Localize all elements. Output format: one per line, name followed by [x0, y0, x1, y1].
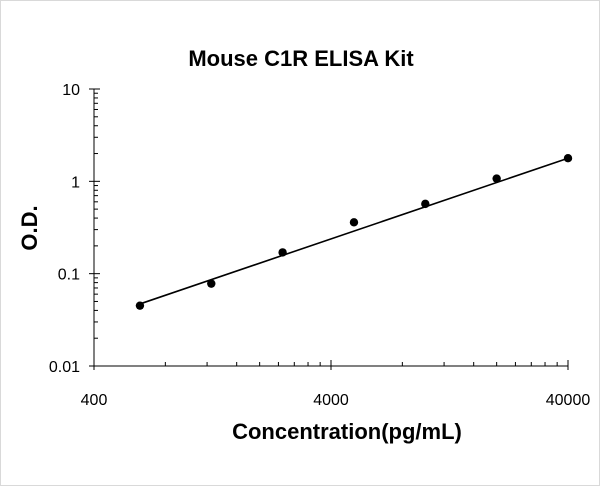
- data-points: [135, 154, 573, 310]
- x-tick-label: 400: [81, 392, 108, 409]
- y-tick-label: 1: [71, 174, 80, 191]
- y-tick-label: 0.1: [58, 267, 80, 284]
- chart-title: Mouse C1R ELISA Kit: [188, 46, 414, 71]
- x-tick-label: 40000: [546, 392, 591, 409]
- data-point: [207, 279, 216, 288]
- data-point: [563, 154, 573, 163]
- y-axis-label: O.D.: [17, 205, 42, 250]
- y-tick-label: 0.01: [49, 359, 80, 376]
- fit-line: [139, 157, 569, 305]
- data-point: [492, 174, 501, 183]
- data-point: [421, 199, 430, 209]
- data-point: [349, 218, 359, 227]
- x-tick-label: 4000: [313, 392, 349, 409]
- data-point: [135, 301, 145, 310]
- axes: 0.01 0.1 1 10 400 4000 40000: [49, 82, 590, 409]
- y-tick-label: 10: [62, 82, 80, 99]
- x-axis-label: Concentration(pg/mL): [232, 419, 462, 444]
- data-point: [278, 248, 287, 257]
- fit-line-group: [139, 157, 569, 305]
